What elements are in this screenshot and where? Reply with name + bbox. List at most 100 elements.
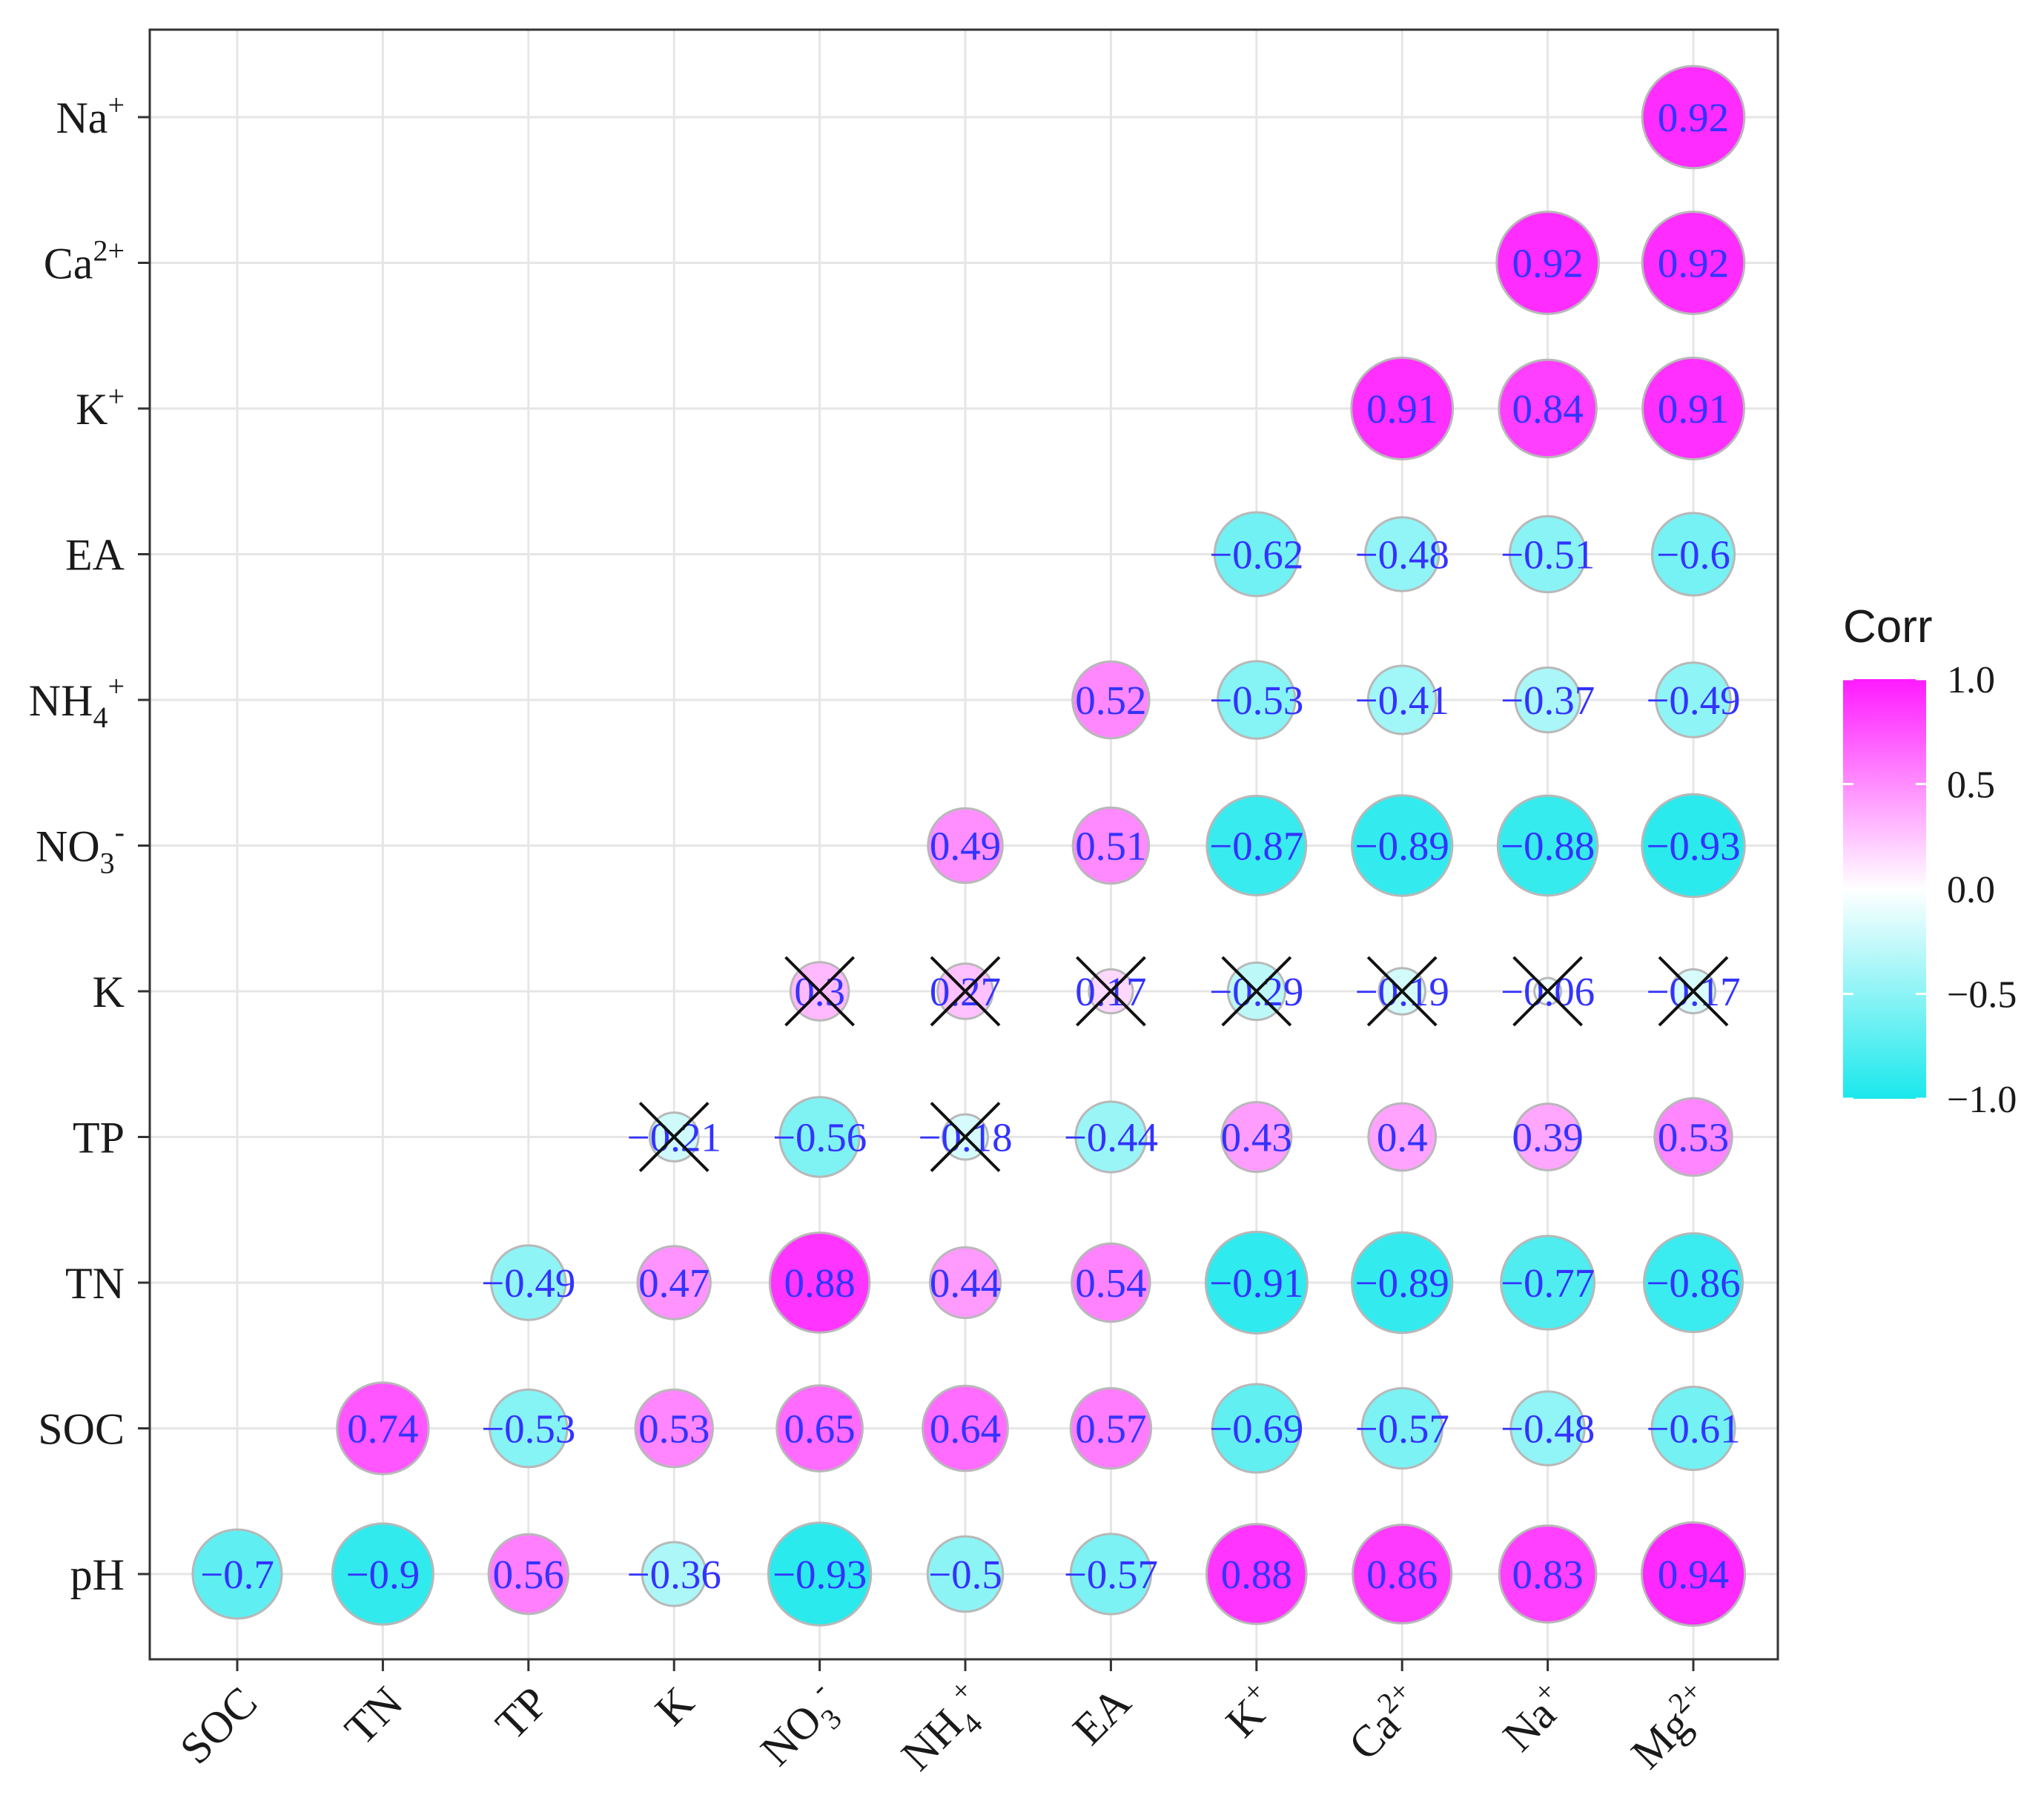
corr-value-label: −0.51 bbox=[1501, 532, 1595, 578]
x-tick-label: SOC bbox=[171, 1678, 266, 1773]
corr-circle bbox=[1650, 1385, 1736, 1472]
corr-value-label: 0.86 bbox=[1366, 1552, 1438, 1597]
legend-tick-label: −1.0 bbox=[1947, 1079, 2017, 1121]
corr-cell: −0.91 bbox=[1204, 1231, 1309, 1335]
corr-circle bbox=[1220, 1100, 1293, 1174]
corr-cell: 0.57 bbox=[1069, 1386, 1153, 1470]
x-axis: SOC TN TP K NO3- NH4+ EA K+ Ca2+ Na+ Mg2+ bbox=[171, 1659, 1707, 1780]
corr-value-label: −0.5 bbox=[928, 1552, 1002, 1597]
corr-value-label: −0.37 bbox=[1501, 678, 1595, 723]
corr-circle bbox=[1641, 357, 1745, 460]
corr-circle bbox=[922, 1384, 1009, 1472]
corr-circle bbox=[336, 1381, 430, 1475]
corr-value-label: −0.56 bbox=[773, 1115, 867, 1160]
corr-cell: −0.41 bbox=[1355, 664, 1449, 735]
corr-circle bbox=[778, 1096, 861, 1178]
x-tick-label: K+ bbox=[1213, 1674, 1286, 1747]
corr-value-label: 0.43 bbox=[1221, 1115, 1292, 1160]
corr-value-label: −0.7 bbox=[200, 1552, 274, 1597]
corr-cell: −0.36 bbox=[627, 1541, 721, 1607]
legend-tick-label: 0.0 bbox=[1947, 869, 1995, 911]
color-legend: Corr 1.0 0.5 0.0 −0.5 −1.0 bbox=[1843, 601, 2017, 1121]
corr-cell: −0.51 bbox=[1501, 515, 1595, 594]
corr-circle bbox=[490, 1244, 567, 1321]
x-tick-label: Na+ bbox=[1490, 1674, 1577, 1761]
corr-cell: 0.74 bbox=[336, 1381, 430, 1475]
corr-value-label: 0.53 bbox=[638, 1406, 710, 1452]
corr-circle bbox=[1366, 664, 1438, 735]
y-tick-label: EA bbox=[65, 531, 125, 580]
corr-cell: −0.77 bbox=[1500, 1234, 1596, 1331]
corr-value-label: −0.44 bbox=[1064, 1115, 1158, 1160]
corr-cell: −0.62 bbox=[1209, 511, 1303, 598]
insignificant-cross bbox=[1366, 956, 1438, 1027]
corr-cell: 0.92 bbox=[1641, 65, 1746, 170]
corr-circle bbox=[1071, 1242, 1151, 1323]
corr-circle bbox=[636, 1245, 712, 1320]
corr-cell: −0.53 bbox=[481, 1388, 575, 1469]
corr-circle bbox=[1213, 511, 1300, 598]
corr-cell: −0.88 bbox=[1496, 794, 1599, 897]
corr-circle bbox=[1495, 211, 1600, 315]
corr-cell: −0.53 bbox=[1209, 660, 1303, 740]
corr-circle bbox=[1508, 515, 1587, 594]
corr-cell: −0.57 bbox=[1355, 1386, 1449, 1470]
corr-value-label: −0.9 bbox=[346, 1552, 420, 1597]
corr-value-label: −0.93 bbox=[1646, 824, 1740, 869]
corr-circle bbox=[1641, 211, 1746, 315]
corr-circle bbox=[1367, 1102, 1438, 1172]
corr-circle bbox=[1650, 512, 1736, 597]
corr-cell: −0.21 bbox=[627, 1102, 721, 1172]
corr-value-label: −0.62 bbox=[1209, 532, 1303, 578]
corr-value-label: −0.6 bbox=[1656, 532, 1730, 578]
corr-value-label: 0.88 bbox=[1221, 1552, 1292, 1597]
corr-value-label: 0.52 bbox=[1075, 678, 1146, 723]
legend-colorbar bbox=[1843, 679, 1926, 1099]
corr-value-label: 0.84 bbox=[1512, 386, 1583, 432]
corr-cell: 0.92 bbox=[1495, 211, 1600, 315]
corr-circle bbox=[1217, 660, 1297, 740]
corr-circle bbox=[489, 1388, 569, 1469]
corr-value-label: −0.53 bbox=[1209, 678, 1303, 723]
corr-value-label: −0.91 bbox=[1209, 1260, 1303, 1306]
corr-cell: −0.93 bbox=[1641, 793, 1746, 899]
corr-cell: 0.94 bbox=[1640, 1521, 1747, 1627]
corr-value-label: 0.91 bbox=[1658, 386, 1729, 432]
corr-value-label: −0.41 bbox=[1355, 678, 1449, 723]
x-tick-label: K bbox=[646, 1678, 703, 1735]
corr-cell: −0.49 bbox=[1646, 661, 1741, 738]
corr-cell: 0.51 bbox=[1071, 806, 1151, 885]
corr-circle bbox=[191, 1528, 283, 1620]
corr-circle bbox=[1069, 1386, 1153, 1470]
corr-circle bbox=[1653, 1097, 1733, 1177]
insignificant-cross bbox=[1512, 956, 1584, 1027]
corr-circle bbox=[1350, 1231, 1454, 1335]
corr-value-label: −0.57 bbox=[1355, 1406, 1449, 1452]
corr-value-label: 0.92 bbox=[1658, 241, 1729, 286]
corr-circle bbox=[1514, 666, 1581, 734]
corr-value-label: 0.54 bbox=[1075, 1260, 1146, 1306]
corr-value-label: 0.92 bbox=[1512, 241, 1583, 286]
corr-cell: −0.89 bbox=[1350, 794, 1454, 897]
corr-value-label: −0.49 bbox=[481, 1260, 575, 1306]
insignificant-cross bbox=[1221, 956, 1292, 1027]
corr-cell: 0.53 bbox=[1653, 1097, 1733, 1177]
corr-value-label: 0.65 bbox=[784, 1406, 855, 1452]
legend-tick-label: 1.0 bbox=[1947, 659, 1995, 701]
corr-circle bbox=[775, 1384, 864, 1472]
corr-value-label: −0.93 bbox=[773, 1552, 867, 1597]
corr-cell: 0.49 bbox=[927, 807, 1004, 885]
corr-value-label: 0.53 bbox=[1658, 1115, 1729, 1160]
corr-circle bbox=[1500, 1234, 1596, 1331]
corr-cell: −0.7 bbox=[191, 1528, 283, 1620]
corr-cell: −0.6 bbox=[1650, 512, 1736, 597]
x-tick-label: TP bbox=[486, 1678, 558, 1749]
corr-value-label: −0.88 bbox=[1501, 824, 1595, 869]
corr-cell: −0.17 bbox=[1646, 956, 1741, 1027]
corr-circle bbox=[1509, 1390, 1586, 1467]
corr-circle bbox=[634, 1388, 714, 1469]
x-tick-label: Ca2+ bbox=[1336, 1674, 1432, 1770]
corr-value-label: −0.77 bbox=[1501, 1260, 1595, 1306]
x-tick-label: TN bbox=[335, 1678, 411, 1754]
